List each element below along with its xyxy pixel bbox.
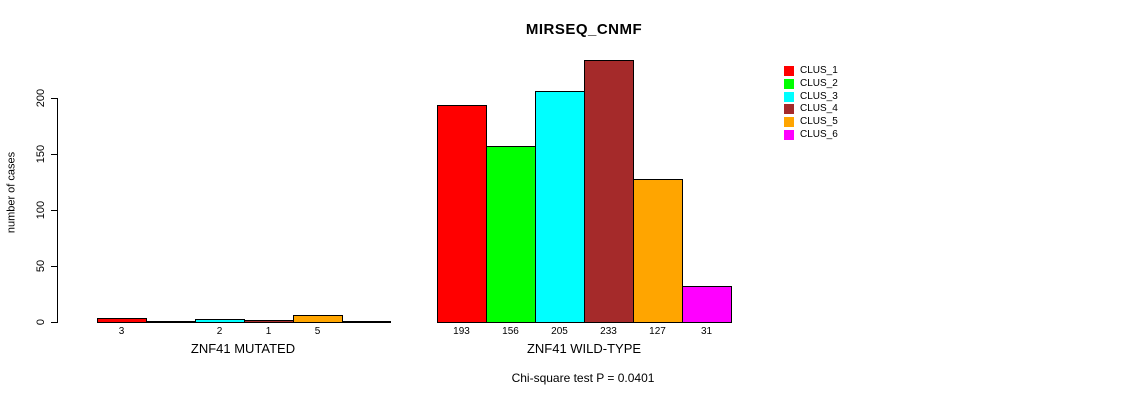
bar-clus_5-group2 xyxy=(633,179,683,323)
bar-value-label: 233 xyxy=(600,326,617,337)
y-axis-tick xyxy=(51,210,58,211)
chart-title: MIRSEQ_CNMF xyxy=(525,21,643,38)
x-group-label-wildtype: ZNF41 WILD-TYPE xyxy=(526,341,642,356)
x-group-label-mutated: ZNF41 MUTATED xyxy=(190,341,296,356)
bar-value-label: 156 xyxy=(502,326,519,337)
bar-clus_1-group1 xyxy=(97,318,147,323)
bar-value-label: 1 xyxy=(265,326,272,337)
y-axis-tick-label: 200 xyxy=(35,88,47,108)
y-axis-label: number of cases xyxy=(5,151,18,234)
bar-value-label: 3 xyxy=(118,326,125,337)
legend-label-clus_3: CLUS_3 xyxy=(800,90,838,102)
bar-clus_1-group2 xyxy=(437,105,487,323)
bar-value-label: 31 xyxy=(700,326,713,337)
legend-swatch-clus_3 xyxy=(784,91,794,102)
y-axis-tick xyxy=(51,322,58,323)
bar-clus_5-group1 xyxy=(293,315,343,323)
legend-swatch-clus_1 xyxy=(784,66,794,76)
bar-clus_2-group1 xyxy=(146,321,196,323)
legend-label-clus_2: CLUS_2 xyxy=(800,77,838,89)
legend-swatch-clus_4 xyxy=(784,104,794,115)
y-axis-tick xyxy=(51,266,58,267)
bar-clus_4-group2 xyxy=(584,60,634,323)
bar-value-label: 2 xyxy=(216,326,223,337)
bar-clus_3-group2 xyxy=(535,91,585,323)
y-axis-tick xyxy=(51,154,58,155)
legend-label-clus_6: CLUS_6 xyxy=(800,129,838,140)
bar-clus_6-group1 xyxy=(342,321,391,323)
y-axis-tick-label: 100 xyxy=(35,200,47,220)
bar-clus_4-group1 xyxy=(244,320,294,323)
legend-swatch-clus_6 xyxy=(784,130,794,140)
y-axis-tick xyxy=(51,98,58,99)
legend-swatch-clus_2 xyxy=(784,78,794,89)
bar-clus_6-group2 xyxy=(682,286,732,323)
bar-clus_2-group2 xyxy=(486,146,536,323)
legend-swatch-clus_5 xyxy=(784,117,794,128)
y-axis-tick-label: 150 xyxy=(35,144,47,164)
y-axis-tick-label: 0 xyxy=(35,318,47,326)
legend-label-clus_4: CLUS_4 xyxy=(800,103,838,115)
bar-value-label: 5 xyxy=(314,326,321,337)
bar-value-label: 205 xyxy=(551,326,568,337)
y-axis-tick-label: 50 xyxy=(35,259,47,273)
bar-value-label: 193 xyxy=(453,326,470,337)
legend-label-clus_5: CLUS_5 xyxy=(800,116,838,128)
chi-square-note: Chi-square test P = 0.0401 xyxy=(511,371,655,385)
legend-label-clus_1: CLUS_1 xyxy=(800,65,838,76)
bar-clus_3-group1 xyxy=(195,319,245,323)
bar-value-label: 127 xyxy=(649,326,666,337)
